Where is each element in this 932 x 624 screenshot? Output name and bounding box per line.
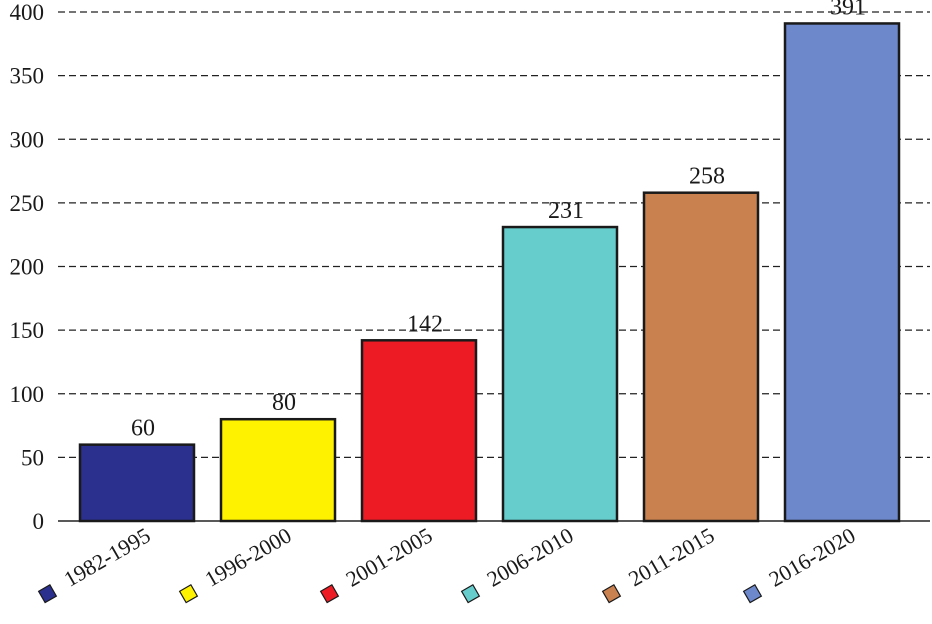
legend-swatch — [178, 584, 199, 604]
category-label: 1996-2000 — [200, 522, 295, 591]
category-label-group: 2016-2020 — [742, 522, 860, 604]
bar — [783, 22, 901, 523]
legend-swatch — [742, 584, 763, 604]
legend-swatch — [37, 584, 58, 604]
data-label: 391 — [830, 0, 866, 20]
category-label: 2016-2020 — [764, 522, 859, 591]
y-tick-label: 100 — [10, 382, 45, 407]
y-tick-label: 200 — [10, 255, 45, 280]
category-label: 2006-2010 — [482, 522, 577, 591]
category-label: 2001-2005 — [341, 522, 436, 591]
category-label-group: 2001-2005 — [319, 522, 437, 604]
bar — [78, 443, 196, 523]
y-axis-tick-labels: 0 50 100 150 200 250 300 350 400 — [10, 0, 45, 534]
legend-swatch — [319, 584, 340, 604]
y-tick-label: 150 — [10, 318, 45, 343]
bar — [219, 417, 337, 523]
bar — [642, 191, 760, 523]
y-tick-label: 0 — [33, 509, 45, 534]
data-label: 80 — [272, 390, 296, 416]
data-label: 142 — [407, 311, 443, 337]
bar — [360, 339, 478, 523]
category-labels: 1982-1995 1996-2000 2001-2005 2006-2010 2011… — [37, 522, 860, 604]
data-label: 258 — [689, 164, 725, 190]
y-tick-label: 400 — [10, 0, 45, 25]
data-label: 60 — [131, 416, 155, 442]
bars — [78, 22, 901, 523]
category-label: 1982-1995 — [59, 522, 154, 591]
data-label: 231 — [548, 198, 584, 224]
y-tick-label: 350 — [10, 64, 45, 89]
y-tick-label: 300 — [10, 127, 45, 152]
category-label-group: 2011-2015 — [601, 522, 719, 604]
category-label: 2011-2015 — [624, 522, 718, 591]
category-label-group: 1982-1995 — [37, 522, 155, 604]
data-labels: 60 80 142 231 258 391 — [131, 0, 866, 442]
category-label-group: 1996-2000 — [178, 522, 296, 604]
y-tick-label: 250 — [10, 191, 45, 216]
bar — [501, 225, 619, 523]
legend-swatch — [460, 584, 481, 604]
category-label-group: 2006-2010 — [460, 522, 578, 604]
y-tick-label: 50 — [21, 445, 44, 470]
legend-swatch — [601, 584, 622, 604]
